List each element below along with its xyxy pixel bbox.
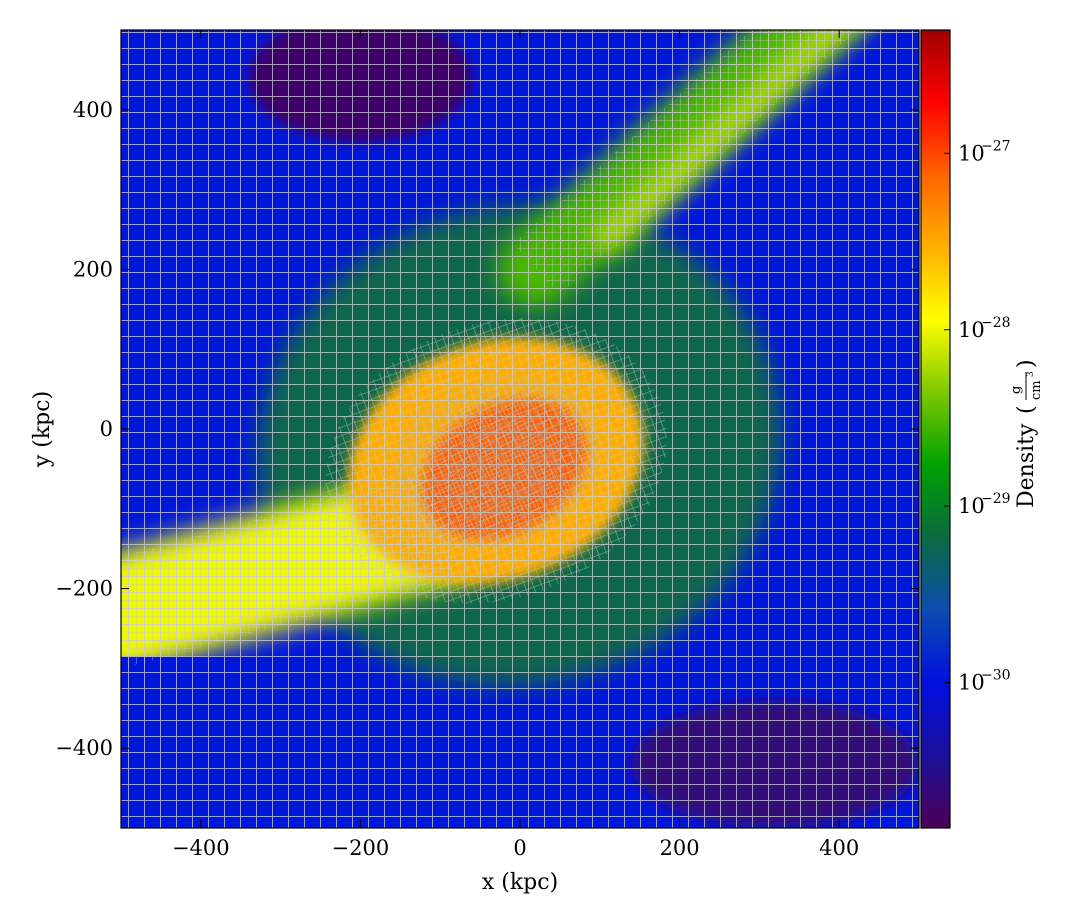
colorbar-tick-label: 10−29 bbox=[958, 491, 1011, 518]
colorbar-tick-base: 10 bbox=[958, 671, 985, 695]
density-heatmap bbox=[120, 29, 920, 829]
x-axis-label: x (kpc) bbox=[482, 870, 558, 895]
y-tick-label: 200 bbox=[73, 257, 113, 281]
colorbar-label-text: Density bbox=[1014, 423, 1039, 508]
colorbar-tick-exponent: −27 bbox=[981, 138, 1011, 154]
x-tick-label: −400 bbox=[172, 836, 230, 860]
colorbar-unit-paren-right: ) bbox=[1014, 359, 1039, 368]
x-tick-label: −200 bbox=[332, 836, 390, 860]
colorbar-tick-exponent: −29 bbox=[981, 491, 1011, 507]
y-tick-label: −400 bbox=[55, 736, 113, 760]
y-tick-label: 400 bbox=[73, 98, 113, 122]
colorbar-unit-denominator: cm bbox=[1029, 380, 1044, 400]
x-axis: −400 −200 0 200 400 bbox=[172, 30, 859, 860]
colorbar-tick-base: 10 bbox=[958, 494, 985, 518]
colorbar-unit-power: 3 bbox=[1026, 371, 1036, 377]
amr-grid-filament bbox=[598, 30, 856, 249]
amr-grid-filament bbox=[513, 30, 853, 295]
colorbar-tick-exponent: −30 bbox=[981, 668, 1011, 684]
x-tick-label: 0 bbox=[513, 836, 526, 860]
colorbar-unit-numerator: g bbox=[1009, 386, 1024, 394]
amr-grid-overlay bbox=[121, 30, 919, 828]
colorbar-tick-label: 10−27 bbox=[958, 138, 1011, 165]
amr-grid-filament bbox=[121, 472, 455, 665]
y-tick-label: 0 bbox=[100, 417, 113, 441]
colorbar-gradient bbox=[920, 29, 951, 829]
x-tick-label: 400 bbox=[819, 836, 859, 860]
y-tick-label: −200 bbox=[55, 577, 113, 601]
colorbar-tick-exponent: −28 bbox=[981, 315, 1011, 331]
y-axis-label: y (kpc) bbox=[30, 391, 55, 468]
amr-grid-fine bbox=[446, 419, 562, 519]
colorbar-unit-paren-left: ( bbox=[1014, 405, 1039, 414]
y-axis: −400 −200 0 200 400 bbox=[55, 98, 919, 760]
colorbar-tick-base: 10 bbox=[958, 318, 985, 342]
colorbar-tick-label: 10−28 bbox=[958, 315, 1011, 342]
colorbar-tick-base: 10 bbox=[958, 141, 985, 165]
x-tick-label: 200 bbox=[660, 836, 700, 860]
colorbar-label: Density ( g cm 3 ) bbox=[1009, 359, 1044, 508]
colorbar-tick-label: 10−30 bbox=[958, 668, 1011, 695]
